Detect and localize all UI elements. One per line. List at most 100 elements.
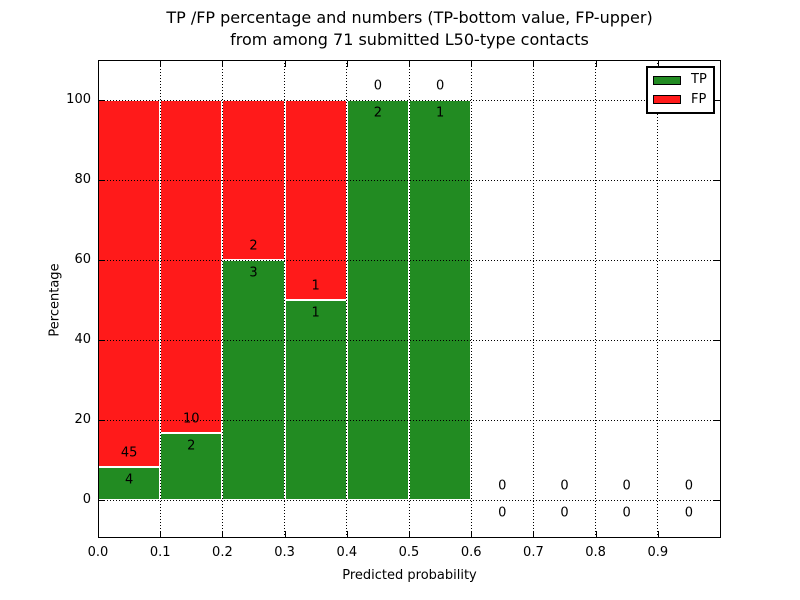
fp-count-label: 0 — [684, 478, 694, 494]
tp-count-label: 0 — [684, 505, 694, 521]
x-tick-mark — [657, 531, 659, 537]
y-tick-label: 0 — [82, 492, 91, 507]
axis-spine-left — [98, 60, 99, 538]
tp-count-label: 2 — [187, 438, 196, 454]
x-tick-label: 0.1 — [149, 545, 171, 560]
x-tick-mark — [657, 61, 659, 67]
fp-count-label: 2 — [249, 238, 258, 254]
fp-count-label: 0 — [498, 478, 507, 494]
gridline-horizontal — [98, 419, 720, 421]
x-axis-label: Predicted probability — [342, 568, 477, 583]
y-tick-mark — [99, 340, 105, 341]
gridline-vertical — [470, 60, 472, 537]
x-tick-mark — [533, 531, 535, 537]
x-tick-mark — [595, 61, 597, 67]
fp-count-label: 0 — [373, 78, 383, 94]
y-tick-mark — [714, 260, 720, 261]
x-tick-mark — [409, 61, 410, 67]
gridline-horizontal — [98, 339, 720, 341]
x-tick-mark — [471, 531, 473, 537]
gridline-vertical — [346, 60, 348, 537]
tp-count-label: 1 — [435, 105, 445, 121]
chart-title: TP /FP percentage and numbers (TP-bottom… — [98, 7, 721, 51]
x-tick-mark — [160, 61, 162, 67]
gridline-horizontal — [98, 179, 720, 181]
bar-tp-segment — [98, 467, 161, 500]
x-tick-label: 0.5 — [398, 545, 420, 560]
x-tick-mark — [98, 531, 99, 537]
legend-label-tp: TP — [691, 72, 707, 88]
gridline-vertical — [159, 60, 161, 537]
legend-label-fp: FP — [691, 91, 707, 107]
x-tick-label: 0.3 — [274, 545, 295, 560]
legend-entry-fp: FP — [653, 91, 713, 107]
gridline-vertical — [221, 60, 223, 537]
bar-tp-segment — [222, 260, 285, 500]
x-tick-label: 0.6 — [460, 545, 482, 560]
x-tick-mark — [160, 531, 162, 537]
chart-title-line2: from among 71 submitted L50-type contact… — [230, 30, 589, 49]
gridline-vertical — [284, 60, 286, 537]
tp-swatch-icon — [653, 75, 681, 85]
tp-count-label: 0 — [560, 505, 569, 521]
tp-count-label: 4 — [124, 472, 134, 488]
y-tick-label: 20 — [74, 412, 91, 427]
bar-tp-segment — [409, 100, 472, 500]
y-axis-label: Percentage — [47, 263, 63, 337]
axis-spine-bottom — [98, 537, 721, 538]
fp-count-label: 0 — [560, 478, 569, 494]
y-tick-label: 80 — [74, 172, 91, 187]
y-tick-mark — [99, 100, 105, 101]
chart-title-line1: TP /FP percentage and numbers (TP-bottom… — [166, 8, 653, 27]
x-tick-label: 0.2 — [212, 545, 233, 560]
gridline-horizontal — [98, 259, 720, 261]
x-tick-mark — [346, 61, 348, 67]
bar-fp-segment — [160, 100, 223, 434]
x-tick-mark — [98, 61, 99, 67]
x-tick-mark — [533, 61, 535, 67]
axis-spine-right — [720, 60, 721, 538]
fp-count-label: 45 — [120, 445, 138, 461]
y-tick-mark — [99, 260, 105, 261]
y-tick-mark — [99, 180, 105, 181]
y-tick-mark — [99, 500, 105, 501]
bar-tp-segment — [284, 300, 347, 500]
bar-tp-segment — [346, 100, 409, 500]
gridline-vertical — [595, 60, 597, 537]
y-tick-label: 40 — [74, 332, 91, 347]
gridline-horizontal — [98, 99, 720, 101]
tp-count-label: 1 — [311, 305, 320, 321]
x-tick-label: 0.7 — [523, 545, 544, 560]
x-tick-mark — [222, 531, 224, 537]
fp-count-label: 0 — [435, 78, 445, 94]
x-tick-label: 0.9 — [647, 545, 669, 560]
legend-entry-tp: TP — [653, 73, 713, 87]
y-tick-mark — [714, 420, 720, 421]
axis-spine-top — [98, 60, 721, 61]
gridline-vertical — [657, 60, 659, 537]
fp-count-label: 0 — [622, 478, 631, 494]
x-tick-label: 0.4 — [336, 545, 358, 560]
y-tick-mark — [714, 340, 720, 341]
y-tick-mark — [714, 100, 720, 101]
fp-swatch-icon — [653, 95, 681, 105]
x-tick-mark — [346, 531, 348, 537]
x-tick-label: 0.8 — [585, 545, 606, 560]
bar-fp-segment — [284, 100, 347, 300]
x-tick-label: 0.0 — [87, 545, 109, 560]
fp-count-label: 10 — [183, 411, 200, 427]
y-tick-mark — [714, 500, 720, 501]
tp-count-label: 0 — [622, 505, 631, 521]
gridline-vertical — [532, 60, 534, 537]
y-tick-mark — [99, 420, 105, 421]
x-tick-mark — [284, 531, 286, 537]
y-tick-label: 60 — [74, 252, 91, 267]
tp-count-label: 2 — [373, 105, 383, 121]
x-tick-mark — [222, 61, 224, 67]
tp-count-label: 3 — [249, 265, 258, 281]
y-tick-label: 100 — [66, 92, 91, 107]
gridline-vertical — [408, 60, 410, 537]
x-tick-mark — [471, 61, 473, 67]
fp-count-label: 1 — [311, 278, 320, 294]
